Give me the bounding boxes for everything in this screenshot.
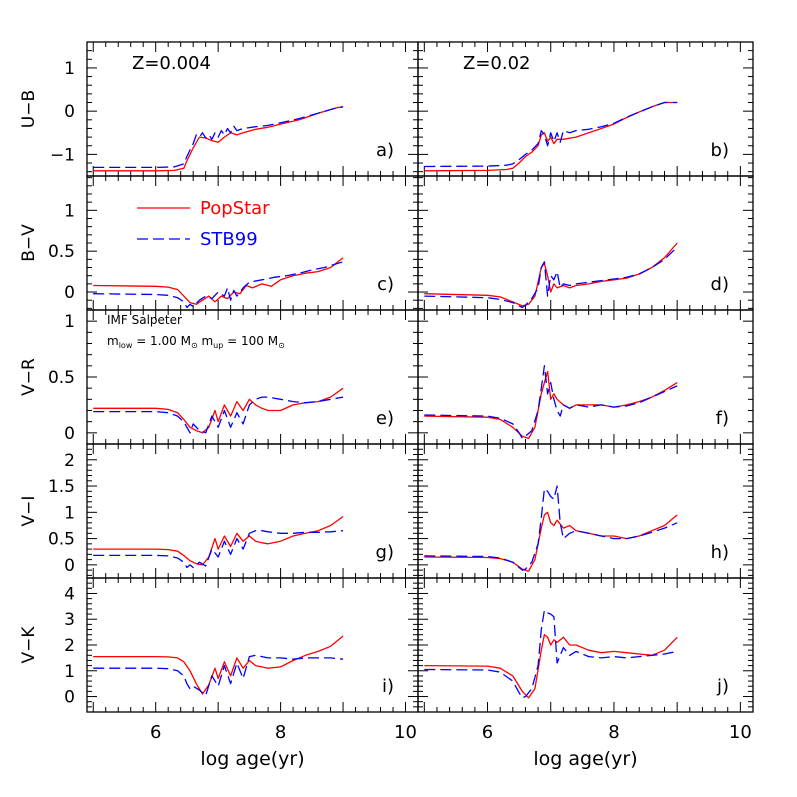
panel-frame bbox=[417, 577, 754, 713]
y-axis-label: V−I bbox=[19, 496, 39, 527]
panel-label: j) bbox=[716, 676, 729, 697]
y-axis-label: B−V bbox=[19, 224, 39, 262]
legend-label: STB99 bbox=[200, 229, 258, 250]
series-line-stb99 bbox=[93, 261, 344, 309]
panel-frame bbox=[417, 175, 754, 311]
x-axis-label: log age(yr) bbox=[200, 748, 304, 770]
panel-b: b) Z=0.02 bbox=[417, 41, 754, 177]
panel-label: f) bbox=[716, 408, 729, 429]
series-line-stb99 bbox=[93, 106, 344, 169]
x-tick-label: 6 bbox=[482, 722, 493, 743]
panel-label: b) bbox=[711, 140, 729, 161]
y-tick-label: 0 bbox=[64, 556, 75, 576]
series-line-popstar bbox=[424, 634, 678, 699]
panel-label: a) bbox=[376, 140, 394, 161]
series-line-popstar bbox=[93, 515, 344, 566]
y-axis-label: U−B bbox=[19, 90, 39, 128]
panel-e: 0 0.5 1 e) bbox=[48, 309, 419, 445]
x-tick-label: 10 bbox=[394, 722, 417, 743]
panel-f: f) bbox=[417, 309, 754, 445]
imf-label: IMF Salpeter bbox=[107, 313, 182, 327]
panel-label: g) bbox=[376, 542, 394, 563]
series-line-popstar bbox=[424, 511, 678, 572]
y-tick-label: 1 bbox=[64, 312, 75, 332]
metallicity-label: Z=0.004 bbox=[132, 53, 211, 74]
series-line-stb99 bbox=[93, 654, 344, 696]
series-line-stb99 bbox=[424, 246, 678, 309]
series-line-popstar bbox=[93, 387, 344, 434]
series-line-popstar bbox=[93, 635, 344, 695]
panel-j: j) 6 8 10 log age(yr) bbox=[417, 577, 754, 770]
x-tick-label: 10 bbox=[729, 722, 752, 743]
y-tick-label: 4 bbox=[64, 584, 75, 604]
y-tick-label: 1.5 bbox=[48, 477, 75, 497]
series-line-stb99 bbox=[424, 101, 678, 168]
panel-h: h) bbox=[417, 443, 754, 579]
y-tick-label: 1 bbox=[64, 662, 75, 682]
x-tick-label: 8 bbox=[275, 722, 286, 743]
y-tick-label: 3 bbox=[64, 610, 75, 630]
panel-label: i) bbox=[382, 676, 394, 697]
series-line-popstar bbox=[424, 101, 678, 172]
y-axis-label: V−R bbox=[19, 358, 39, 396]
x-axis-label: log age(yr) bbox=[533, 748, 637, 770]
y-axis-label: V−K bbox=[19, 626, 39, 664]
metallicity-label: Z=0.02 bbox=[463, 53, 531, 74]
panel-frame bbox=[86, 577, 419, 713]
panel-frame bbox=[86, 443, 419, 579]
panel-label: c) bbox=[377, 274, 394, 295]
series-line-popstar bbox=[93, 257, 344, 305]
series-line-stb99 bbox=[424, 609, 678, 699]
panel-label: e) bbox=[376, 408, 394, 429]
y-tick-label: 1 bbox=[64, 201, 75, 221]
y-tick-label: 0 bbox=[64, 283, 75, 303]
panel-label: d) bbox=[711, 274, 729, 295]
y-tick-label: −1 bbox=[50, 145, 75, 165]
series-line-popstar bbox=[93, 106, 344, 172]
y-tick-label: 0 bbox=[64, 102, 75, 122]
panel-g: 0 0.5 1 1.5 2 g) bbox=[48, 443, 419, 579]
y-tick-label: 2 bbox=[64, 636, 75, 656]
panel-frame bbox=[86, 309, 419, 445]
y-tick-label: 0 bbox=[64, 688, 75, 708]
x-tick-label: 8 bbox=[608, 722, 619, 743]
panel-frame bbox=[417, 309, 754, 445]
panel-c: 0 0.5 1 c) bbox=[48, 175, 419, 311]
y-tick-label: 0.5 bbox=[48, 368, 75, 388]
series-line-stb99 bbox=[424, 365, 678, 440]
panel-i: 0 1 2 3 4 i) 6 8 10 log age(yr) bbox=[64, 577, 419, 770]
series-line-popstar bbox=[424, 370, 678, 440]
panel-a: −1 0 1 a) Z=0.004 bbox=[50, 41, 419, 177]
legend: PopStar STB99 bbox=[137, 198, 270, 250]
x-tick-label: 6 bbox=[150, 722, 161, 743]
y-tick-label: 2 bbox=[64, 451, 75, 471]
series-line-stb99 bbox=[93, 396, 344, 434]
series-line-stb99 bbox=[424, 485, 678, 571]
y-tick-label: 1 bbox=[64, 503, 75, 523]
imf-annotation: IMF Salpeter mlow = 1.00 M⊙ mup = 100 M⊙ bbox=[107, 313, 285, 350]
legend-label: PopStar bbox=[200, 198, 270, 219]
panel-d: d) bbox=[417, 175, 754, 311]
y-tick-label: 1 bbox=[64, 59, 75, 79]
panel-label: h) bbox=[711, 542, 729, 563]
y-tick-label: 0.5 bbox=[48, 242, 75, 262]
imf-mass-range: mlow = 1.00 M⊙ mup = 100 M⊙ bbox=[107, 334, 285, 350]
y-tick-label: 0 bbox=[64, 424, 75, 444]
y-tick-label: 0.5 bbox=[48, 530, 75, 550]
